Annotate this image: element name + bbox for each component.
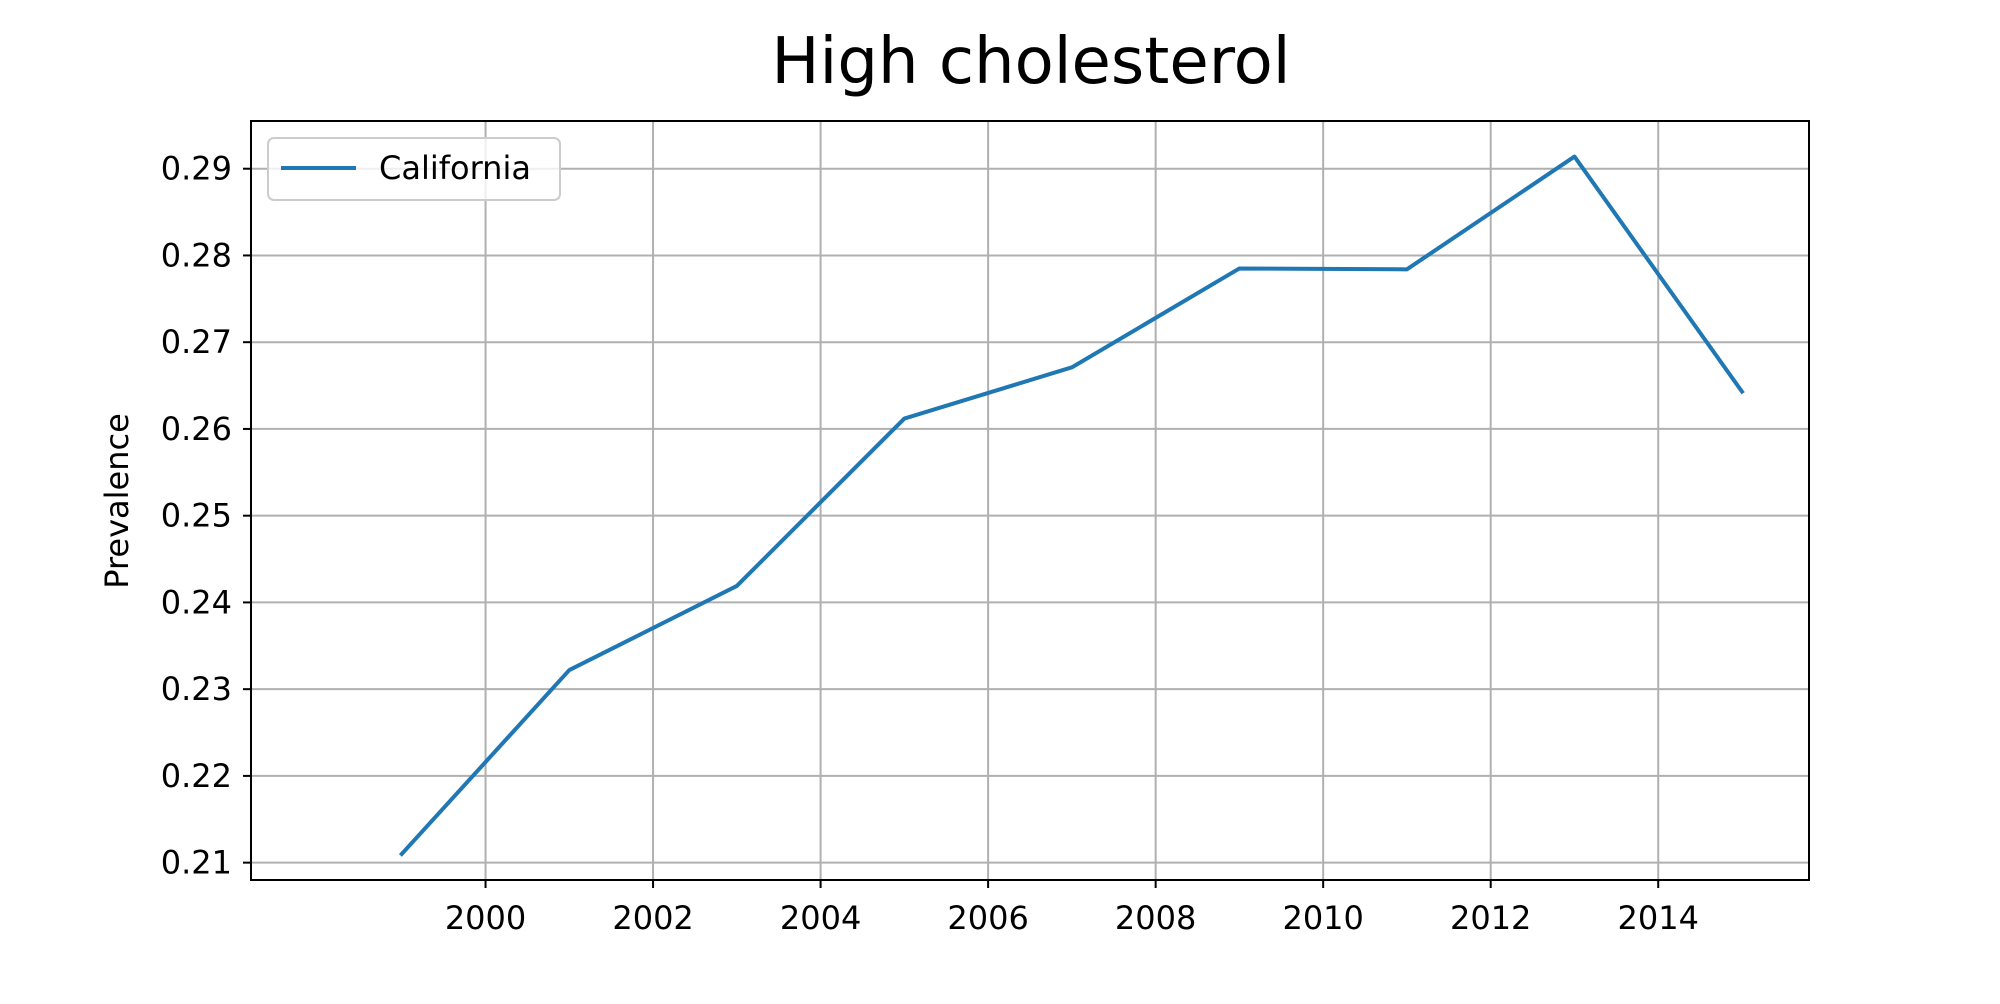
x-tick-label-2010: 2010 xyxy=(1282,899,1363,937)
y-tick-label-0.25: 0.25 xyxy=(161,497,232,535)
y-tick-label-0.22: 0.22 xyxy=(161,757,232,795)
series-layer xyxy=(398,154,1745,857)
data-point-california-1999 xyxy=(401,853,403,855)
x-tick-label-2000: 2000 xyxy=(445,899,526,937)
x-tick-label-2004: 2004 xyxy=(780,899,861,937)
data-point-california-2005 xyxy=(903,418,905,420)
x-tick-label-2012: 2012 xyxy=(1450,899,1531,937)
data-point-california-2015 xyxy=(1741,391,1743,393)
x-tick-label-2008: 2008 xyxy=(1115,899,1196,937)
y-axis-label: Prevalence xyxy=(98,413,136,589)
data-point-california-2001 xyxy=(568,669,570,671)
x-tick-label-2014: 2014 xyxy=(1618,899,1699,937)
chart-title: High cholesterol xyxy=(771,25,1290,99)
y-tick-label-0.24: 0.24 xyxy=(161,583,232,621)
y-tick-label-0.21: 0.21 xyxy=(161,844,232,882)
y-tick-label-0.28: 0.28 xyxy=(161,236,232,274)
y-tick-label-0.27: 0.27 xyxy=(161,323,232,361)
y-tick-label-0.26: 0.26 xyxy=(161,410,232,448)
x-tick-label-2006: 2006 xyxy=(947,899,1028,937)
y-tick-label-0.29: 0.29 xyxy=(161,150,232,188)
data-point-california-2003 xyxy=(736,585,738,587)
series-line-california xyxy=(398,154,1745,857)
data-point-california-2007 xyxy=(1071,366,1073,368)
x-tick-label-2002: 2002 xyxy=(612,899,693,937)
y-axis: 0.21 0.22 0.23 0.24 0.25 0.26 0.27 0.28 0.29 xyxy=(161,150,251,882)
x-axis: 2000 2002 2004 2006 2008 2010 2012 2014 xyxy=(445,880,1699,937)
legend-box xyxy=(267,137,561,201)
y-tick-label-0.23: 0.23 xyxy=(161,670,232,708)
data-point-california-2013 xyxy=(1573,156,1575,158)
grid xyxy=(251,121,1809,880)
data-point-california-2009 xyxy=(1238,267,1240,269)
plot-area-frame xyxy=(250,120,1810,881)
legend: California xyxy=(267,137,561,201)
legend-label-california: California xyxy=(379,149,531,187)
data-point-california-2011 xyxy=(1406,268,1408,270)
